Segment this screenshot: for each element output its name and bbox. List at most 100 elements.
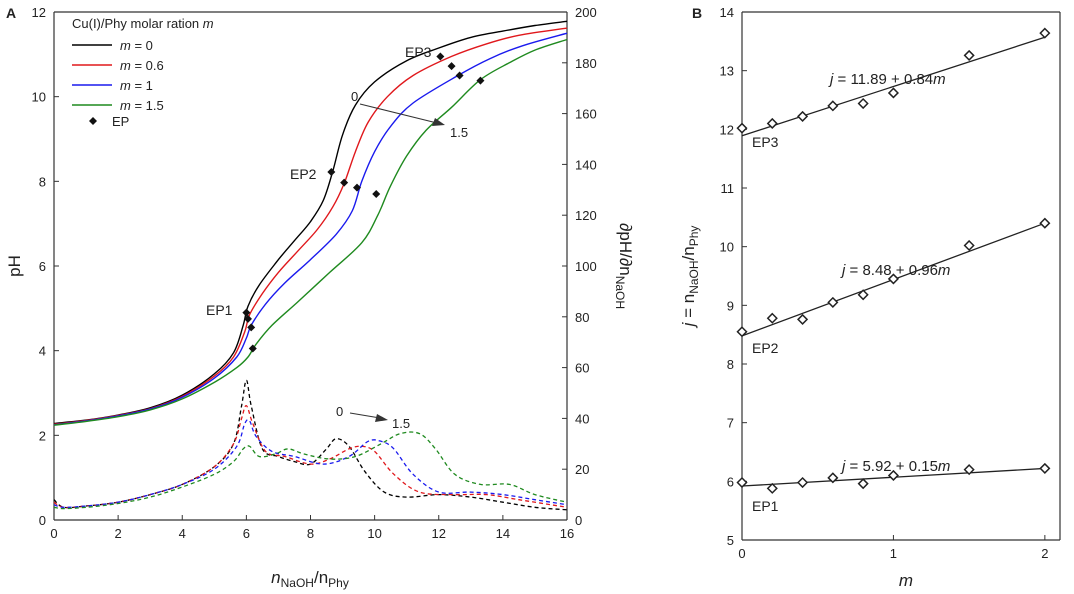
ep-marker [327, 168, 336, 177]
legend-ep-label: EP [112, 114, 129, 129]
legend-title-text: Cu(I)/Phy molar ration [72, 16, 203, 31]
x-axis-title-mid: /n [314, 568, 328, 587]
b-point-ep3 [797, 110, 809, 122]
panel-a: A 0 2 4 6 8 10 12 14 16 0 2 4 6 8 10 12 0 20 40 60 80 100 12… [5, 5, 635, 590]
y-tick-label: 10 [32, 90, 46, 105]
b-point-ep3 [1039, 27, 1051, 39]
lower-arrow-end-label: 1.5 [392, 416, 410, 431]
ep-marker [455, 71, 464, 80]
legend-ep-marker [89, 117, 97, 125]
x-tick-label: 16 [560, 526, 574, 541]
legend-label-value: = 1.5 [131, 98, 164, 113]
x-tick-label: 8 [307, 526, 314, 541]
y-axis-ticks: 0 2 4 6 8 10 12 [32, 5, 59, 528]
ep-marker [247, 323, 256, 332]
b-x-tick-label: 0 [738, 546, 745, 561]
b-point-ep1 [887, 469, 899, 482]
b-y-tick-label: 8 [727, 357, 734, 372]
b-ep3-label: EP3 [752, 134, 779, 150]
b-point-ep1 [797, 476, 809, 489]
ph-curve-m0 [53, 20, 568, 425]
y-tick-label: 12 [32, 5, 46, 20]
y2-tick-label: 180 [575, 56, 597, 71]
legend: Cu(I)/Phy molar ration m m = 0m = 0.6m =… [72, 16, 214, 129]
ep-markers [242, 52, 485, 353]
upper-arrow-end-label: 1.5 [450, 125, 468, 140]
ep-marker [340, 178, 349, 187]
legend-label-m0: m = 0 [120, 38, 153, 53]
x-tick-label: 2 [115, 526, 122, 541]
b-ep1-eq-text: = 5.92 + 0.15 [845, 458, 938, 475]
panel-b-label: B [692, 5, 702, 21]
legend-title: Cu(I)/Phy molar ration m [72, 16, 214, 31]
y-tick-label: 2 [39, 428, 46, 443]
b-ep3-equation: j = 11.89 + 0.84m [828, 71, 946, 88]
b-point-ep2 [857, 289, 869, 301]
b-x-axis-title: m [899, 571, 913, 590]
b-point-ep2 [766, 312, 778, 324]
b-point-ep2 [1039, 217, 1051, 229]
legend-label-value: = 0.6 [131, 58, 164, 73]
b-ep1-eq-j: j [840, 458, 846, 475]
legend-label-var: m [120, 38, 131, 53]
b-ep1-label: EP1 [752, 498, 779, 514]
b-x-tick-label: 2 [1041, 546, 1048, 561]
b-point-ep2 [887, 273, 899, 285]
legend-label-var: m [120, 58, 131, 73]
panel-a-label: A [6, 5, 16, 21]
x-axis-ticks: 0 2 4 6 8 10 12 14 16 [50, 515, 574, 541]
b-ep2-label: EP2 [752, 340, 779, 356]
b-data-points [736, 27, 1051, 494]
b-ep1-eq-m: m [938, 458, 951, 475]
y2-tick-label: 60 [575, 361, 589, 376]
ph-curve-m1_5 [53, 38, 568, 426]
x-tick-label: 12 [432, 526, 446, 541]
b-y-tick-label: 7 [727, 416, 734, 431]
b-y-axis-title-sub1: NaOH [687, 260, 701, 293]
curves [53, 20, 568, 511]
y2-tick-label: 100 [575, 259, 597, 274]
b-y-tick-label: 14 [720, 5, 734, 20]
y2-tick-label: 140 [575, 157, 597, 172]
b-point-ep1 [857, 478, 869, 490]
b-point-ep1 [766, 482, 778, 494]
b-point-ep2 [797, 313, 809, 325]
x-axis-title: nNaOH/nPhy [271, 568, 349, 590]
b-ep2-eq-j: j [840, 262, 846, 279]
ep-marker [243, 314, 252, 323]
b-point-ep3 [857, 97, 869, 110]
lower-arrow-line [349, 412, 381, 419]
b-y-axis-ticks: 5 6 7 8 9 10 11 12 13 14 [720, 5, 747, 548]
lower-arrow-start-label: 0 [336, 404, 343, 419]
upper-trend-arrow: 0 1.5 [351, 89, 468, 140]
b-y-axis-title-j: j [679, 321, 698, 328]
ep-marker [248, 344, 257, 353]
legend-entries: m = 0m = 0.6m = 1m = 1.5 [72, 38, 164, 113]
ep-marker [447, 62, 456, 71]
y2-axis-title: ∂pH/∂nNaOH [613, 223, 635, 309]
b-point-ep1 [1039, 462, 1051, 474]
b-point-ep2 [736, 326, 748, 338]
b-point-ep2 [963, 239, 975, 252]
b-point-ep3 [827, 100, 839, 112]
derivative-curve-m1_5 [53, 431, 568, 510]
b-x-axis-ticks: 0 1 2 [738, 535, 1048, 561]
y2-axis-title-base: ∂pH/∂n [616, 223, 635, 276]
y2-axis-ticks: 0 20 40 60 80 100 120 140 160 180 200 [562, 5, 597, 528]
ep-marker [372, 190, 381, 199]
b-ep3-eq-m: m [933, 71, 946, 88]
legend-label-m0_6: m = 0.6 [120, 58, 164, 73]
b-point-ep3 [736, 122, 748, 134]
upper-arrow-start-label: 0 [351, 89, 358, 104]
legend-label-value: = 1 [131, 78, 153, 93]
upper-arrow-line [359, 103, 438, 124]
b-y-axis-title-eq: = n [679, 294, 698, 323]
ep2-label: EP2 [290, 166, 317, 182]
ep-marker [352, 183, 361, 192]
ph-curve-m1 [53, 32, 568, 426]
y-tick-label: 8 [39, 174, 46, 189]
derivative-curve-m0 [53, 379, 568, 511]
b-x-tick-label: 1 [890, 546, 897, 561]
